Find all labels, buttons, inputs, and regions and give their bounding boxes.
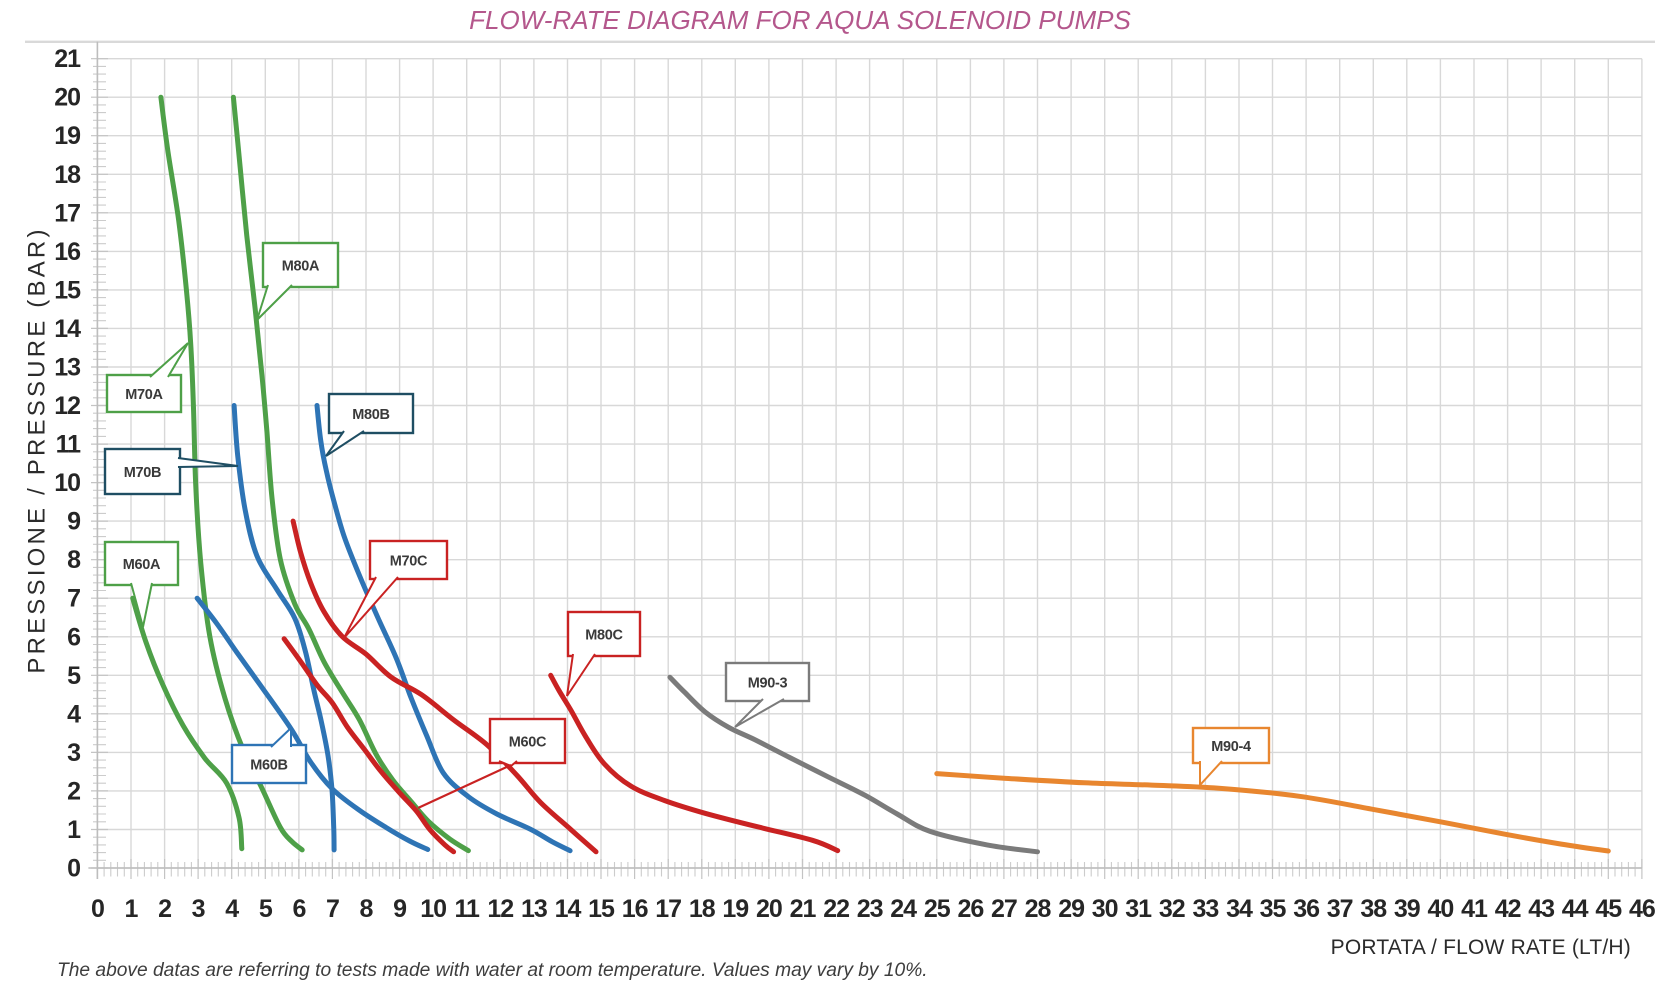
svg-text:1: 1 — [67, 816, 81, 844]
svg-text:PRESSIONE / PRESSURE (BAR): PRESSIONE / PRESSURE (BAR) — [24, 226, 51, 673]
svg-text:18: 18 — [54, 161, 81, 189]
svg-text:16: 16 — [622, 895, 648, 923]
svg-text:19: 19 — [54, 122, 80, 150]
svg-text:28: 28 — [1025, 895, 1052, 923]
svg-text:4: 4 — [225, 895, 239, 923]
svg-text:34: 34 — [1226, 895, 1253, 923]
svg-text:M80C: M80C — [585, 628, 623, 644]
svg-text:38: 38 — [1360, 895, 1387, 923]
svg-text:14: 14 — [54, 315, 81, 343]
svg-text:31: 31 — [1125, 895, 1152, 923]
svg-text:14: 14 — [555, 895, 582, 923]
svg-text:M80A: M80A — [282, 259, 320, 275]
svg-text:M60C: M60C — [509, 735, 547, 751]
svg-text:29: 29 — [1058, 895, 1084, 923]
svg-text:19: 19 — [722, 895, 748, 923]
svg-text:1: 1 — [125, 895, 139, 923]
svg-text:M60A: M60A — [123, 557, 161, 573]
svg-text:17: 17 — [655, 895, 681, 923]
svg-text:8: 8 — [67, 546, 81, 574]
svg-text:21: 21 — [790, 895, 817, 923]
svg-text:24: 24 — [890, 895, 917, 923]
svg-text:6: 6 — [67, 623, 80, 651]
svg-text:3: 3 — [192, 895, 205, 923]
svg-text:PORTATA / FLOW RATE (LT/H): PORTATA / FLOW RATE (LT/H) — [1331, 936, 1631, 959]
svg-text:11: 11 — [454, 895, 480, 923]
svg-text:40: 40 — [1427, 895, 1453, 923]
svg-text:The above datas are referring: The above datas are referring to tests m… — [57, 960, 928, 981]
svg-text:7: 7 — [67, 585, 80, 613]
svg-text:18: 18 — [689, 895, 716, 923]
svg-text:12: 12 — [487, 895, 513, 923]
svg-text:M70A: M70A — [125, 387, 163, 403]
svg-text:9: 9 — [393, 895, 406, 923]
svg-text:20: 20 — [54, 84, 80, 112]
svg-text:M70C: M70C — [390, 554, 428, 570]
svg-text:16: 16 — [54, 238, 80, 266]
svg-text:27: 27 — [991, 895, 1017, 923]
svg-text:32: 32 — [1159, 895, 1185, 923]
svg-text:35: 35 — [1260, 895, 1287, 923]
svg-text:8: 8 — [360, 895, 374, 923]
svg-text:M90-3: M90-3 — [748, 676, 788, 692]
svg-text:13: 13 — [54, 354, 80, 382]
svg-text:M60B: M60B — [250, 758, 287, 774]
svg-text:5: 5 — [259, 895, 273, 923]
svg-text:36: 36 — [1293, 895, 1319, 923]
svg-text:21: 21 — [54, 45, 81, 73]
svg-text:13: 13 — [521, 895, 547, 923]
svg-text:45: 45 — [1595, 895, 1622, 923]
svg-text:10: 10 — [54, 469, 80, 497]
svg-text:11: 11 — [56, 431, 82, 459]
svg-text:37: 37 — [1327, 895, 1353, 923]
svg-text:2: 2 — [158, 895, 171, 923]
svg-text:42: 42 — [1495, 895, 1521, 923]
svg-text:44: 44 — [1562, 895, 1589, 923]
svg-text:7: 7 — [326, 895, 339, 923]
svg-text:0: 0 — [91, 895, 104, 923]
svg-text:12: 12 — [54, 392, 80, 420]
svg-text:33: 33 — [1192, 895, 1218, 923]
svg-text:5: 5 — [67, 662, 81, 690]
svg-text:22: 22 — [823, 895, 849, 923]
svg-text:20: 20 — [756, 895, 782, 923]
svg-text:30: 30 — [1092, 895, 1118, 923]
svg-text:4: 4 — [67, 700, 81, 728]
svg-text:FLOW-RATE DIAGRAM FOR AQUA SOL: FLOW-RATE DIAGRAM FOR AQUA SOLENOID PUMP… — [469, 5, 1131, 35]
svg-text:10: 10 — [420, 895, 446, 923]
svg-text:23: 23 — [857, 895, 883, 923]
svg-text:6: 6 — [292, 895, 305, 923]
svg-text:46: 46 — [1629, 895, 1655, 923]
svg-text:M70B: M70B — [124, 465, 161, 481]
svg-text:M90-4: M90-4 — [1211, 739, 1251, 755]
svg-text:0: 0 — [67, 855, 80, 883]
svg-text:3: 3 — [67, 739, 80, 767]
svg-text:9: 9 — [67, 508, 80, 536]
svg-text:26: 26 — [957, 895, 983, 923]
svg-text:15: 15 — [588, 895, 615, 923]
svg-text:M80B: M80B — [352, 407, 389, 423]
svg-text:2: 2 — [67, 777, 80, 805]
svg-text:43: 43 — [1528, 895, 1554, 923]
svg-text:39: 39 — [1394, 895, 1420, 923]
svg-text:15: 15 — [54, 276, 81, 304]
svg-text:25: 25 — [924, 895, 951, 923]
svg-text:41: 41 — [1461, 895, 1488, 923]
svg-text:17: 17 — [54, 199, 80, 227]
